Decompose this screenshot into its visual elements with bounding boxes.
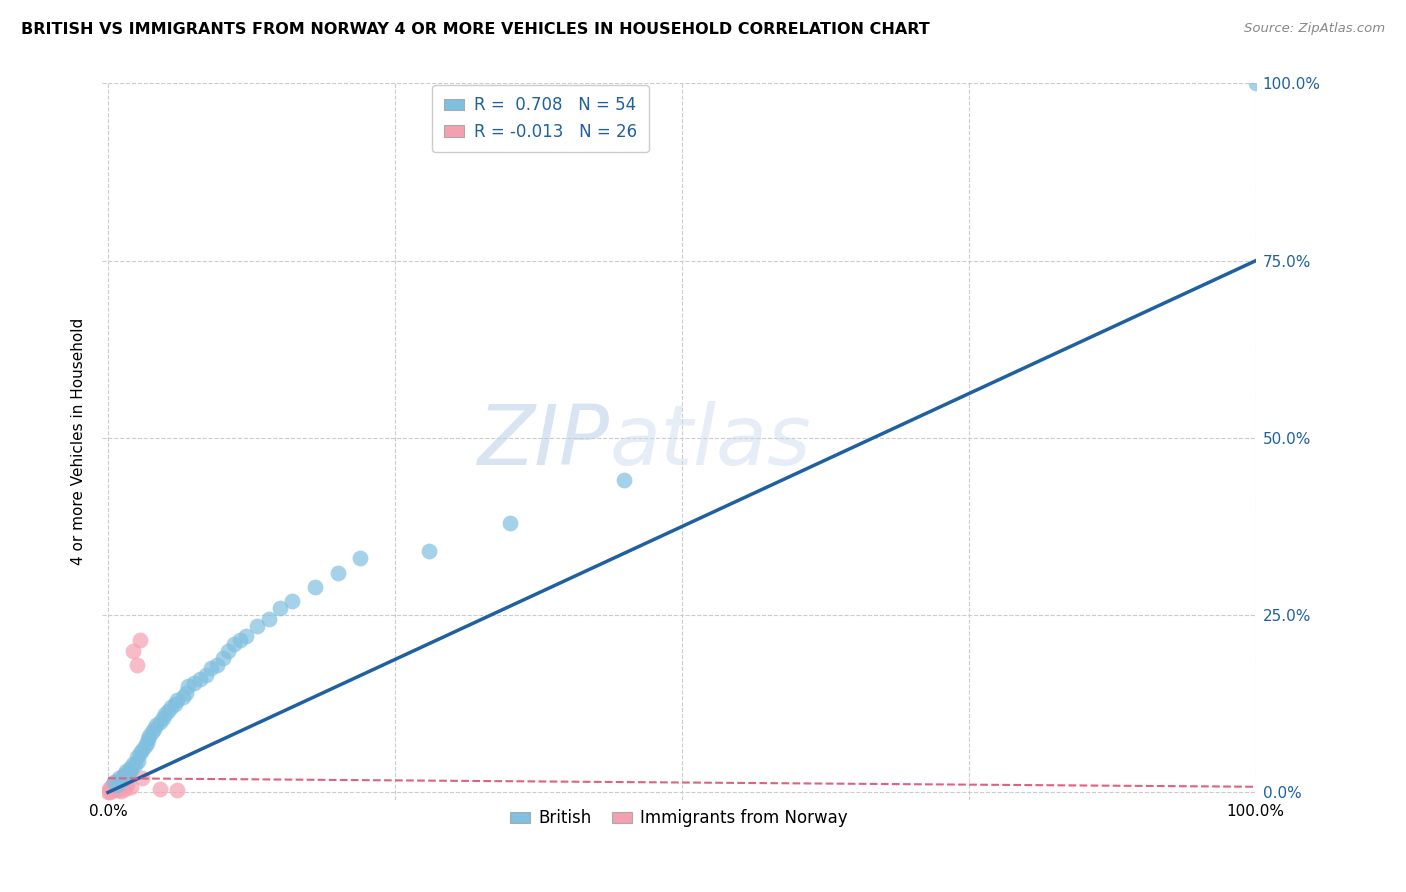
Point <box>188 672 211 686</box>
Point <box>155 707 177 722</box>
Point <box>114 770 136 784</box>
Point <box>269 601 291 615</box>
Point <box>136 736 159 750</box>
Point <box>174 686 197 700</box>
Point <box>131 771 153 785</box>
Point <box>177 679 200 693</box>
Point <box>97 785 120 799</box>
Point <box>125 657 148 672</box>
Point <box>101 777 124 791</box>
Point <box>104 774 127 789</box>
Point <box>131 743 153 757</box>
Point <box>134 739 156 754</box>
Point <box>499 516 522 530</box>
Point <box>138 729 160 743</box>
Point <box>205 657 228 672</box>
Point <box>122 643 145 657</box>
Point <box>98 785 121 799</box>
Point <box>349 551 371 566</box>
Point <box>304 580 326 594</box>
Point <box>1244 77 1267 91</box>
Point <box>120 763 142 777</box>
Point <box>117 765 139 780</box>
Point <box>111 772 134 787</box>
Point <box>103 783 125 797</box>
Legend: British, Immigrants from Norway: British, Immigrants from Norway <box>503 803 855 834</box>
Point <box>224 636 246 650</box>
Point <box>117 778 139 792</box>
Point <box>103 774 125 789</box>
Point <box>111 780 134 795</box>
Point <box>105 778 128 792</box>
Point <box>104 781 127 796</box>
Point <box>111 771 134 785</box>
Point <box>156 704 179 718</box>
Point <box>107 782 129 797</box>
Text: Source: ZipAtlas.com: Source: ZipAtlas.com <box>1244 22 1385 36</box>
Point <box>149 714 172 729</box>
Text: atlas: atlas <box>610 401 811 482</box>
Point <box>183 675 205 690</box>
Point <box>326 566 349 580</box>
Point <box>136 732 159 747</box>
Point <box>149 781 172 796</box>
Point <box>217 643 239 657</box>
Text: ZIP: ZIP <box>478 401 610 482</box>
Point <box>160 700 183 714</box>
Point <box>129 632 152 647</box>
Point <box>613 474 636 488</box>
Point <box>129 747 152 761</box>
Point <box>166 783 188 797</box>
Point <box>124 758 146 772</box>
Point <box>235 630 257 644</box>
Point <box>152 711 174 725</box>
Point <box>122 757 145 772</box>
Point <box>172 690 194 704</box>
Point <box>118 761 141 775</box>
Point <box>418 544 440 558</box>
Point <box>114 781 136 796</box>
Point <box>246 619 269 633</box>
Point <box>257 612 280 626</box>
Point <box>120 780 142 794</box>
Point <box>115 764 138 779</box>
Point <box>127 754 149 768</box>
Point <box>280 594 302 608</box>
Y-axis label: 4 or more Vehicles in Household: 4 or more Vehicles in Household <box>72 318 86 566</box>
Point <box>211 650 233 665</box>
Point <box>194 668 217 682</box>
Point <box>115 770 138 784</box>
Point <box>163 697 186 711</box>
Point <box>110 784 132 798</box>
Point <box>166 693 188 707</box>
Point <box>142 722 165 736</box>
Point <box>125 750 148 764</box>
Point <box>141 725 163 739</box>
Point <box>145 718 167 732</box>
Point <box>200 661 222 675</box>
Point <box>108 771 131 785</box>
Point <box>98 781 121 796</box>
Point <box>105 778 128 792</box>
Point <box>229 632 252 647</box>
Text: BRITISH VS IMMIGRANTS FROM NORWAY 4 OR MORE VEHICLES IN HOUSEHOLD CORRELATION CH: BRITISH VS IMMIGRANTS FROM NORWAY 4 OR M… <box>21 22 929 37</box>
Point <box>112 768 135 782</box>
Point <box>117 764 139 779</box>
Point <box>100 780 122 794</box>
Point <box>108 772 131 787</box>
Point <box>112 768 135 782</box>
